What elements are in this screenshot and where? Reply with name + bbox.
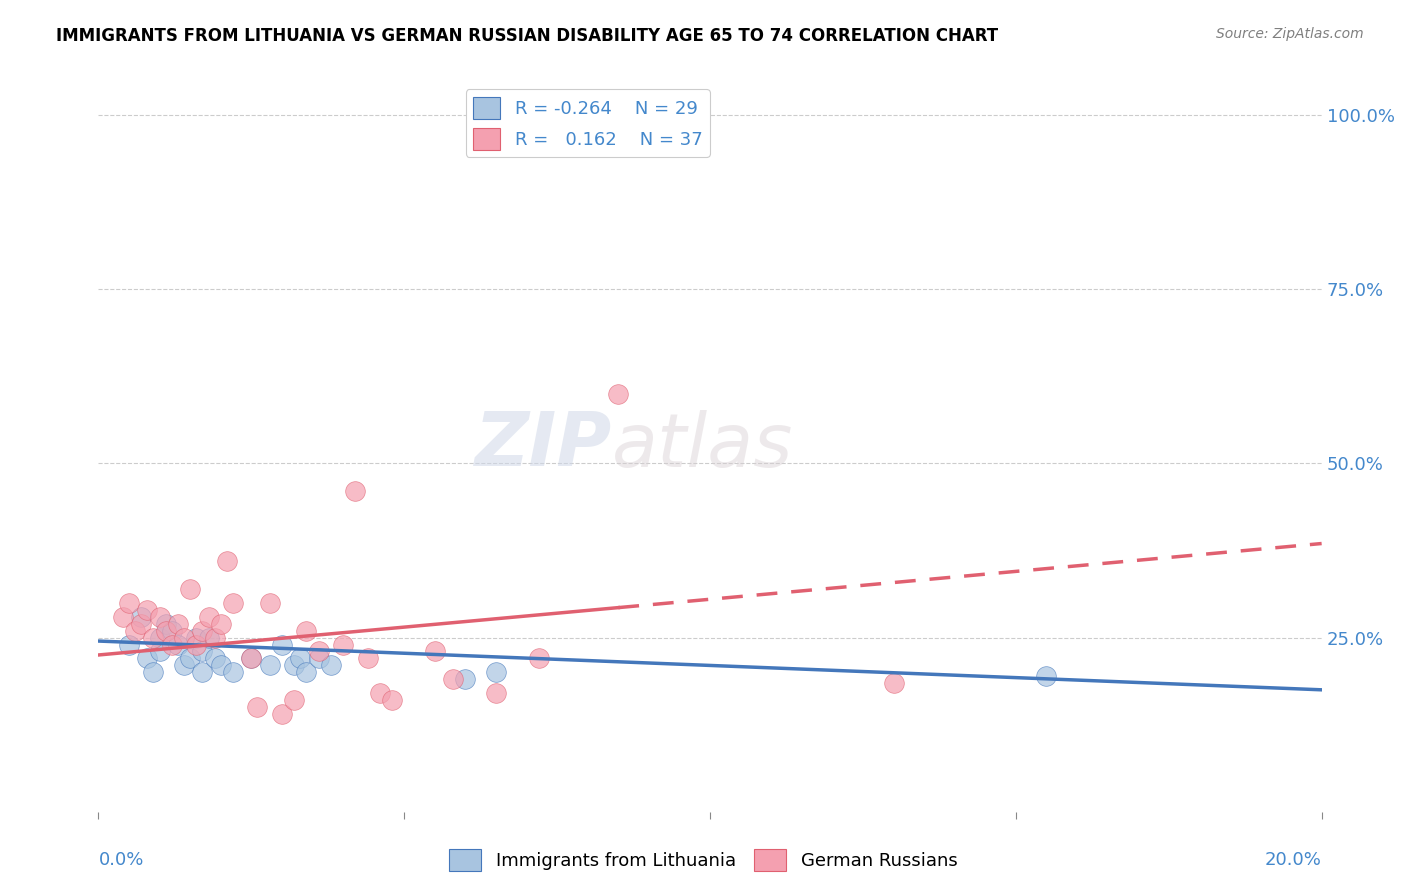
Point (527, 651, 550, 665)
Point (173, 631, 195, 645)
Point (197, 609, 219, 624)
Point (197, 631, 219, 645)
Text: IMMIGRANTS FROM LITHUANIA VS GERMAN RUSSIAN DISABILITY AGE 65 TO 74 CORRELATION : IMMIGRANTS FROM LITHUANIA VS GERMAN RUSS… (56, 27, 998, 45)
Point (209, 658, 232, 673)
Point (191, 624, 214, 638)
Point (167, 638, 190, 652)
Point (607, 386, 630, 401)
Point (209, 616, 232, 631)
Point (381, 693, 404, 707)
Point (485, 665, 508, 680)
Point (368, 686, 391, 700)
Point (240, 651, 263, 665)
Point (423, 644, 446, 658)
Text: 0.0%: 0.0% (98, 851, 143, 869)
Point (222, 596, 245, 610)
Point (356, 651, 378, 665)
Point (308, 644, 330, 658)
Point (883, 676, 905, 690)
Point (191, 644, 214, 658)
Point (124, 624, 146, 638)
Point (136, 603, 159, 617)
Point (129, 616, 152, 631)
Point (204, 651, 226, 665)
Point (179, 582, 201, 596)
Point (155, 616, 177, 631)
Point (270, 707, 292, 722)
Point (295, 665, 318, 680)
Point (344, 484, 367, 499)
Point (186, 638, 208, 652)
Point (1035, 669, 1057, 683)
Text: Source: ZipAtlas.com: Source: ZipAtlas.com (1216, 27, 1364, 41)
Point (454, 673, 477, 687)
Point (155, 624, 177, 638)
Point (215, 554, 238, 568)
Point (441, 673, 464, 687)
Point (222, 665, 245, 680)
Point (246, 700, 269, 714)
Text: ZIP: ZIP (475, 409, 612, 483)
Point (142, 631, 165, 645)
Text: atlas: atlas (612, 410, 793, 482)
Point (240, 651, 263, 665)
Point (259, 596, 281, 610)
Point (290, 651, 312, 665)
Point (186, 631, 208, 645)
Point (160, 638, 183, 652)
Point (191, 665, 214, 680)
Point (118, 596, 141, 610)
Point (332, 638, 354, 652)
Point (204, 631, 226, 645)
Point (173, 658, 195, 673)
Point (149, 631, 172, 645)
Point (319, 658, 342, 673)
Point (283, 693, 305, 707)
Point (308, 651, 330, 665)
Point (167, 616, 190, 631)
Point (283, 658, 305, 673)
Point (118, 638, 141, 652)
Point (142, 665, 165, 680)
Point (270, 638, 292, 652)
Point (149, 644, 172, 658)
Point (160, 624, 183, 638)
Text: 20.0%: 20.0% (1265, 851, 1322, 869)
Point (136, 651, 159, 665)
Point (111, 609, 134, 624)
Point (295, 624, 318, 638)
Point (129, 609, 152, 624)
Point (485, 686, 508, 700)
Legend: R = -0.264    N = 29, R =   0.162    N = 37: R = -0.264 N = 29, R = 0.162 N = 37 (465, 89, 710, 157)
Point (259, 658, 281, 673)
Point (179, 651, 201, 665)
Point (149, 609, 172, 624)
Legend: Immigrants from Lithuania, German Russians: Immigrants from Lithuania, German Russia… (441, 842, 965, 879)
